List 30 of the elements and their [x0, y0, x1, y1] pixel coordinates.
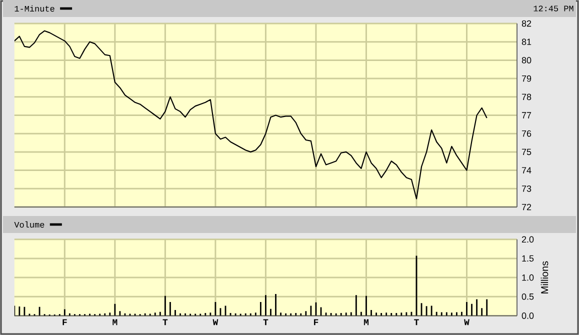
x-tick-label: T	[414, 319, 419, 326]
y-tick-label: 81	[522, 38, 532, 46]
y-tick-label: 79	[522, 75, 532, 82]
y-tick-label: 0.0	[522, 312, 534, 319]
x-tick-label: W	[464, 319, 470, 326]
y-tick-label: 78	[522, 94, 532, 100]
y-tick-label: 76	[522, 130, 532, 137]
y-tick-label: 75	[522, 148, 532, 156]
x-tick-label: T	[162, 319, 168, 326]
y-axis-title: Millions	[540, 261, 548, 294]
y-tick-label: 73	[522, 185, 532, 192]
x-tick-label: M	[364, 319, 368, 326]
y-tick-label: 1.5	[522, 255, 534, 262]
text: 12:45 PM	[534, 6, 574, 12]
x-tick-label: F	[62, 319, 67, 326]
line-series	[14, 30, 488, 200]
y-tick-label: 77	[522, 112, 532, 118]
x-tick-label: M	[112, 319, 118, 326]
y-tick-label: 80	[522, 57, 532, 64]
y-tick-label: 1.0	[522, 274, 534, 281]
y-tick-label: 0.5	[522, 293, 534, 300]
chart-title: 1-Minute	[14, 5, 54, 12]
y-tick-label: 74	[522, 167, 532, 174]
y-tick-label: 72	[522, 204, 532, 210]
chart-title: Volume	[14, 221, 44, 228]
x-tick-label: T	[263, 319, 268, 326]
y-tick-label: 82	[522, 20, 532, 27]
y-tick-label: 2.0	[522, 236, 534, 243]
x-tick-label: F	[314, 319, 318, 326]
x-tick-label: W	[212, 319, 218, 326]
